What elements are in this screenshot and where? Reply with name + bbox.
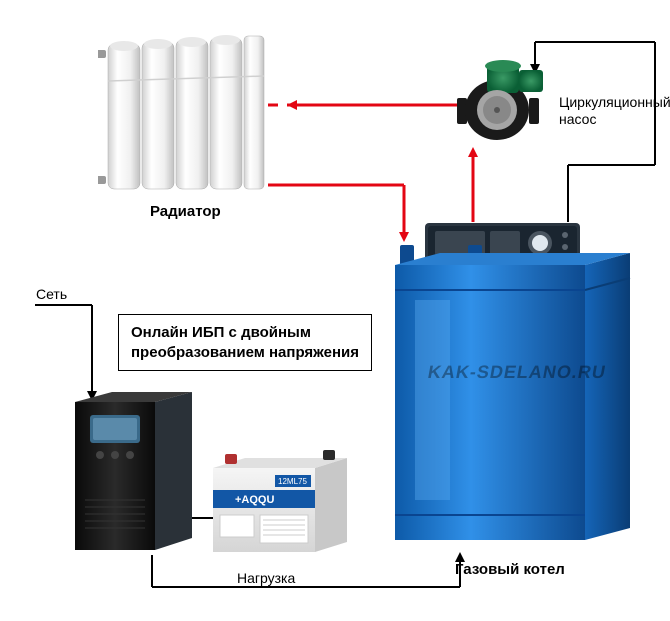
pump-graphic [445, 58, 565, 153]
radiator-label: Радиатор [150, 203, 221, 220]
pump-label-2: насос [559, 111, 596, 127]
watermark-text: KAK-SDELANO.RU [426, 362, 608, 383]
radiator-graphic [98, 26, 278, 206]
battery-graphic: +AQQU 12ML75 [205, 450, 355, 560]
ups-desc-line2: преобразованием напряжения [131, 343, 359, 363]
ups-desc-line1: Онлайн ИБП с двойным [131, 323, 359, 343]
svg-text:12ML75: 12ML75 [278, 477, 307, 486]
mains-label: Сеть [36, 286, 67, 302]
ups-graphic [70, 390, 200, 560]
boiler-graphic [390, 215, 640, 555]
load-label: Нагрузка [237, 570, 295, 586]
ups-description-box: Онлайн ИБП с двойным преобразованием нап… [118, 314, 372, 371]
svg-text:+AQQU: +AQQU [235, 494, 274, 506]
boiler-label: Газовый котел [455, 561, 565, 578]
pump-label-1: Циркуляционный [559, 94, 670, 110]
